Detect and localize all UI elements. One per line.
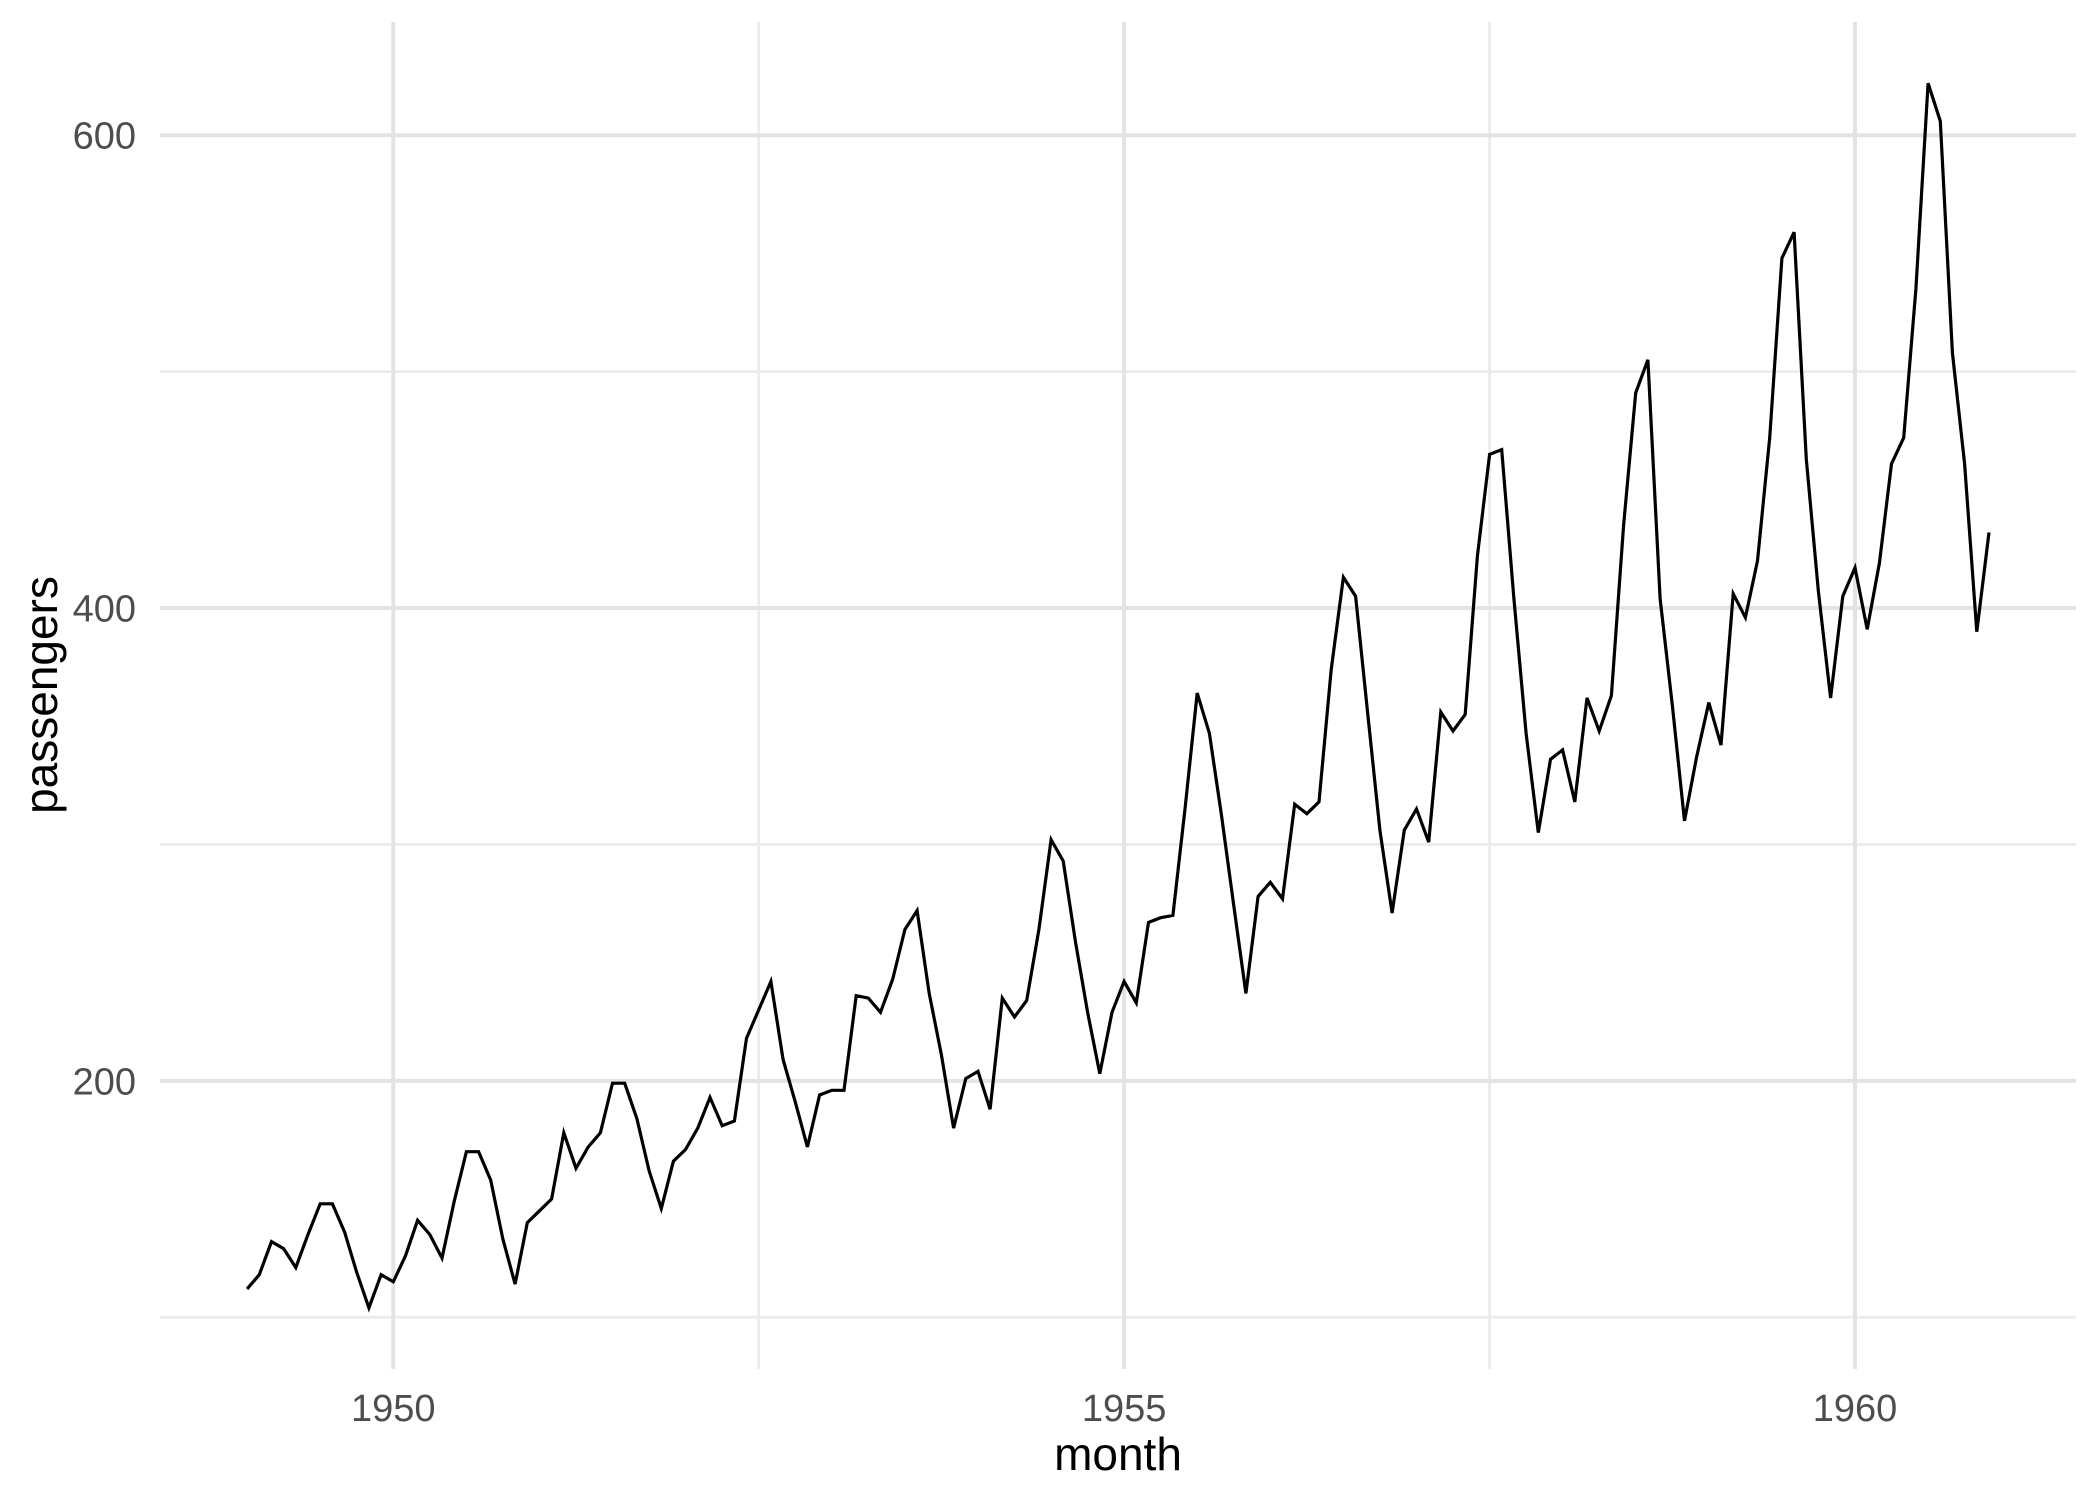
x-tick-label: 1950 — [351, 1388, 436, 1430]
minor-gridlines — [160, 22, 2076, 1369]
y-tick-label: 400 — [73, 589, 136, 631]
x-axis-tick-labels: 1950 1955 1960 — [351, 1388, 1897, 1430]
x-tick-label: 1960 — [1813, 1388, 1898, 1430]
y-axis-tick-labels: 200 400 600 — [73, 116, 136, 1104]
y-tick-label: 200 — [73, 1061, 136, 1103]
y-axis-title: passengers — [15, 576, 67, 814]
passengers-series-line — [245, 82, 1991, 1313]
x-tick-label: 1955 — [1082, 1388, 1167, 1430]
x-axis-title: month — [1054, 1428, 1182, 1480]
major-gridlines — [160, 22, 2076, 1369]
y-tick-label: 600 — [73, 116, 136, 158]
